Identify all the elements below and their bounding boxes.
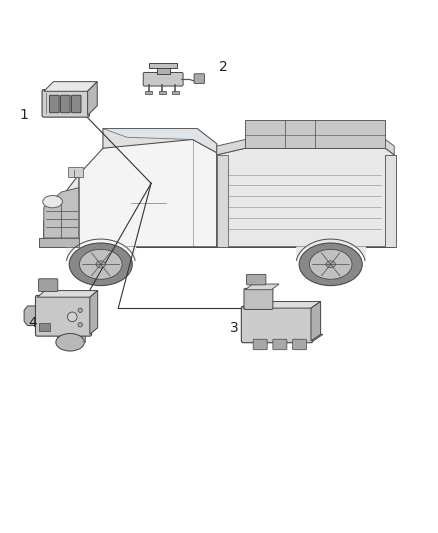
Ellipse shape [326, 261, 336, 268]
Bar [172, 91, 179, 94]
FancyBboxPatch shape [247, 274, 266, 285]
Polygon shape [217, 140, 394, 155]
Circle shape [78, 308, 82, 312]
FancyBboxPatch shape [35, 295, 92, 336]
Bar [149, 63, 177, 68]
FancyBboxPatch shape [143, 72, 183, 86]
Bar [39, 238, 79, 247]
FancyBboxPatch shape [273, 339, 287, 350]
Polygon shape [243, 334, 323, 341]
Polygon shape [217, 148, 394, 247]
Bar [159, 91, 166, 94]
FancyBboxPatch shape [49, 95, 59, 113]
FancyBboxPatch shape [39, 279, 58, 292]
Bar [57, 334, 85, 342]
Polygon shape [103, 128, 217, 152]
Text: 4: 4 [28, 317, 37, 330]
Ellipse shape [56, 334, 84, 351]
FancyBboxPatch shape [71, 95, 81, 113]
FancyBboxPatch shape [241, 306, 313, 343]
Polygon shape [44, 188, 79, 238]
Ellipse shape [67, 312, 77, 322]
FancyBboxPatch shape [42, 90, 89, 117]
Bar [157, 66, 170, 74]
Circle shape [78, 322, 82, 327]
Bar [39, 323, 50, 331]
FancyBboxPatch shape [194, 74, 205, 84]
Ellipse shape [299, 243, 362, 286]
Text: 1: 1 [20, 108, 28, 123]
Polygon shape [103, 128, 217, 152]
Ellipse shape [69, 243, 132, 286]
Polygon shape [37, 290, 98, 297]
Polygon shape [245, 284, 279, 290]
FancyBboxPatch shape [253, 339, 267, 350]
Text: 3: 3 [230, 321, 239, 335]
Ellipse shape [309, 249, 352, 279]
Polygon shape [44, 174, 79, 247]
FancyBboxPatch shape [244, 288, 273, 310]
Polygon shape [24, 306, 37, 326]
FancyBboxPatch shape [293, 339, 307, 350]
Polygon shape [90, 290, 98, 334]
Polygon shape [88, 82, 97, 115]
Ellipse shape [42, 196, 62, 208]
Text: 2: 2 [219, 60, 228, 74]
Polygon shape [44, 82, 97, 91]
Polygon shape [79, 138, 217, 247]
Bar [68, 167, 83, 177]
Bar [217, 155, 228, 247]
FancyBboxPatch shape [60, 95, 70, 113]
Polygon shape [39, 238, 53, 247]
Polygon shape [245, 120, 385, 148]
Ellipse shape [96, 261, 106, 268]
Polygon shape [311, 302, 321, 341]
Bar [385, 155, 396, 247]
Polygon shape [243, 302, 321, 308]
Bar [145, 91, 152, 94]
Ellipse shape [79, 249, 122, 279]
